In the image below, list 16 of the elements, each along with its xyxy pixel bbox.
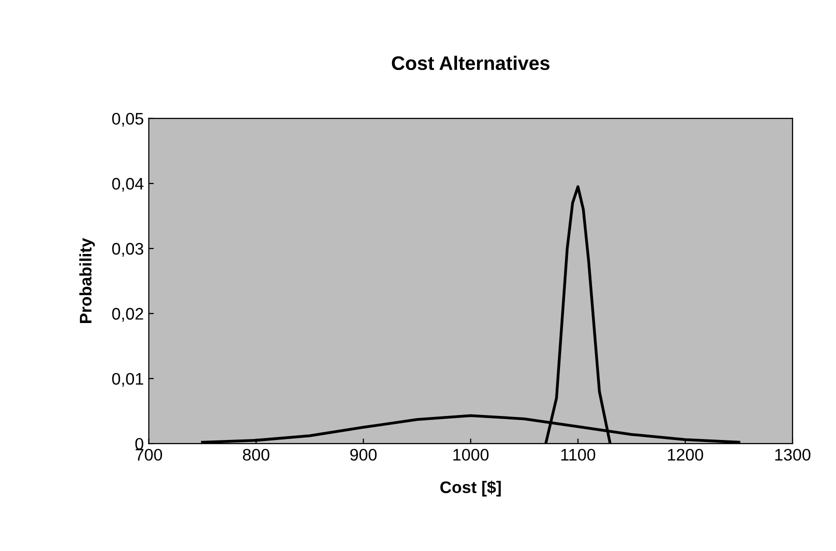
x-tick-label: 800 [242, 448, 270, 461]
x-tick-label: 1000 [453, 448, 489, 461]
x-tick-label: 1300 [775, 448, 810, 461]
y-axis-title: Probability [79, 238, 95, 323]
y-tick-label: 0,02 [112, 308, 144, 322]
x-tick-label: 1100 [561, 448, 596, 461]
y-tick-label: 0,01 [112, 372, 144, 387]
x-tick-label: 1200 [668, 448, 704, 461]
x-tick-label: 900 [350, 448, 377, 461]
y-tick-label: 0 [135, 438, 144, 450]
x-axis-title: Cost [$] [440, 480, 501, 496]
y-tick-label: 0,05 [112, 112, 144, 127]
chart-title: Cost Alternatives [392, 56, 550, 70]
y-tick-label: 0,04 [112, 178, 144, 192]
x-tick-label: 700 [136, 448, 162, 461]
y-tick-label: 0,03 [112, 242, 144, 257]
